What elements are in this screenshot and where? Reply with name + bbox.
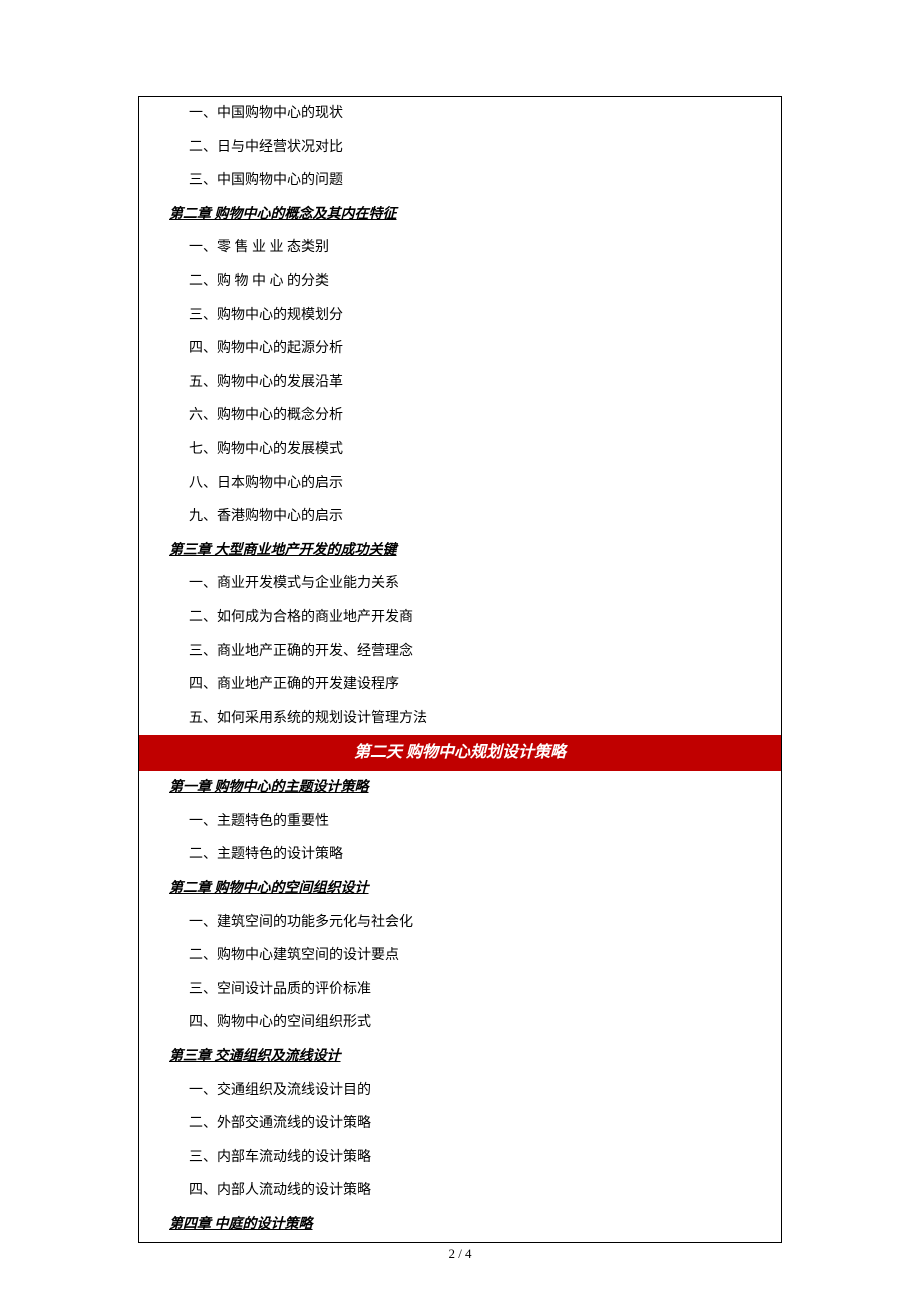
toc-item: 二、主题特色的设计策略 (139, 838, 781, 872)
toc-item: 四、购物中心的空间组织形式 (139, 1006, 781, 1040)
toc-item: 二、日与中经营状况对比 (139, 131, 781, 165)
toc-item: 三、商业地产正确的开发、经营理念 (139, 635, 781, 669)
toc-item: 二、如何成为合格的商业地产开发商 (139, 601, 781, 635)
toc-item: 一、零 售 业 业 态类别 (139, 231, 781, 265)
toc-item: 一、建筑空间的功能多元化与社会化 (139, 906, 781, 940)
toc-item: 一、中国购物中心的现状 (139, 97, 781, 131)
toc-item: 八、日本购物中心的启示 (139, 467, 781, 501)
toc-item: 一、主题特色的重要性 (139, 805, 781, 839)
page-number: 2 / 4 (0, 1246, 920, 1262)
chapter-heading: 第三章 交通组织及流线设计 (139, 1040, 781, 1074)
toc-item: 三、内部车流动线的设计策略 (139, 1141, 781, 1175)
day-banner: 第二天 购物中心规划设计策略 (139, 735, 781, 771)
chapter-heading: 第一章 购物中心的主题设计策略 (139, 771, 781, 805)
toc-item: 二、外部交通流线的设计策略 (139, 1107, 781, 1141)
chapter-heading: 第三章 大型商业地产开发的成功关键 (139, 534, 781, 568)
content-box: 一、中国购物中心的现状 二、日与中经营状况对比 三、中国购物中心的问题 第二章 … (138, 96, 782, 1243)
chapter-heading: 第四章 中庭的设计策略 (139, 1208, 781, 1242)
toc-item: 五、购物中心的发展沿革 (139, 366, 781, 400)
toc-item: 二、购物中心建筑空间的设计要点 (139, 939, 781, 973)
chapter-heading: 第二章 购物中心的空间组织设计 (139, 872, 781, 906)
toc-item: 一、交通组织及流线设计目的 (139, 1074, 781, 1108)
toc-item: 一、商业开发模式与企业能力关系 (139, 567, 781, 601)
toc-item: 九、香港购物中心的启示 (139, 500, 781, 534)
toc-item: 四、内部人流动线的设计策略 (139, 1174, 781, 1208)
chapter-heading: 第二章 购物中心的概念及其内在特征 (139, 198, 781, 232)
document-page: 一、中国购物中心的现状 二、日与中经营状况对比 三、中国购物中心的问题 第二章 … (0, 0, 920, 1302)
toc-item: 七、购物中心的发展模式 (139, 433, 781, 467)
toc-item: 三、购物中心的规模划分 (139, 299, 781, 333)
toc-item: 四、商业地产正确的开发建设程序 (139, 668, 781, 702)
toc-item: 三、中国购物中心的问题 (139, 164, 781, 198)
toc-item: 五、如何采用系统的规划设计管理方法 (139, 702, 781, 736)
toc-item: 四、购物中心的起源分析 (139, 332, 781, 366)
toc-item: 三、空间设计品质的评价标准 (139, 973, 781, 1007)
toc-item: 六、购物中心的概念分析 (139, 399, 781, 433)
toc-item: 二、购 物 中 心 的分类 (139, 265, 781, 299)
